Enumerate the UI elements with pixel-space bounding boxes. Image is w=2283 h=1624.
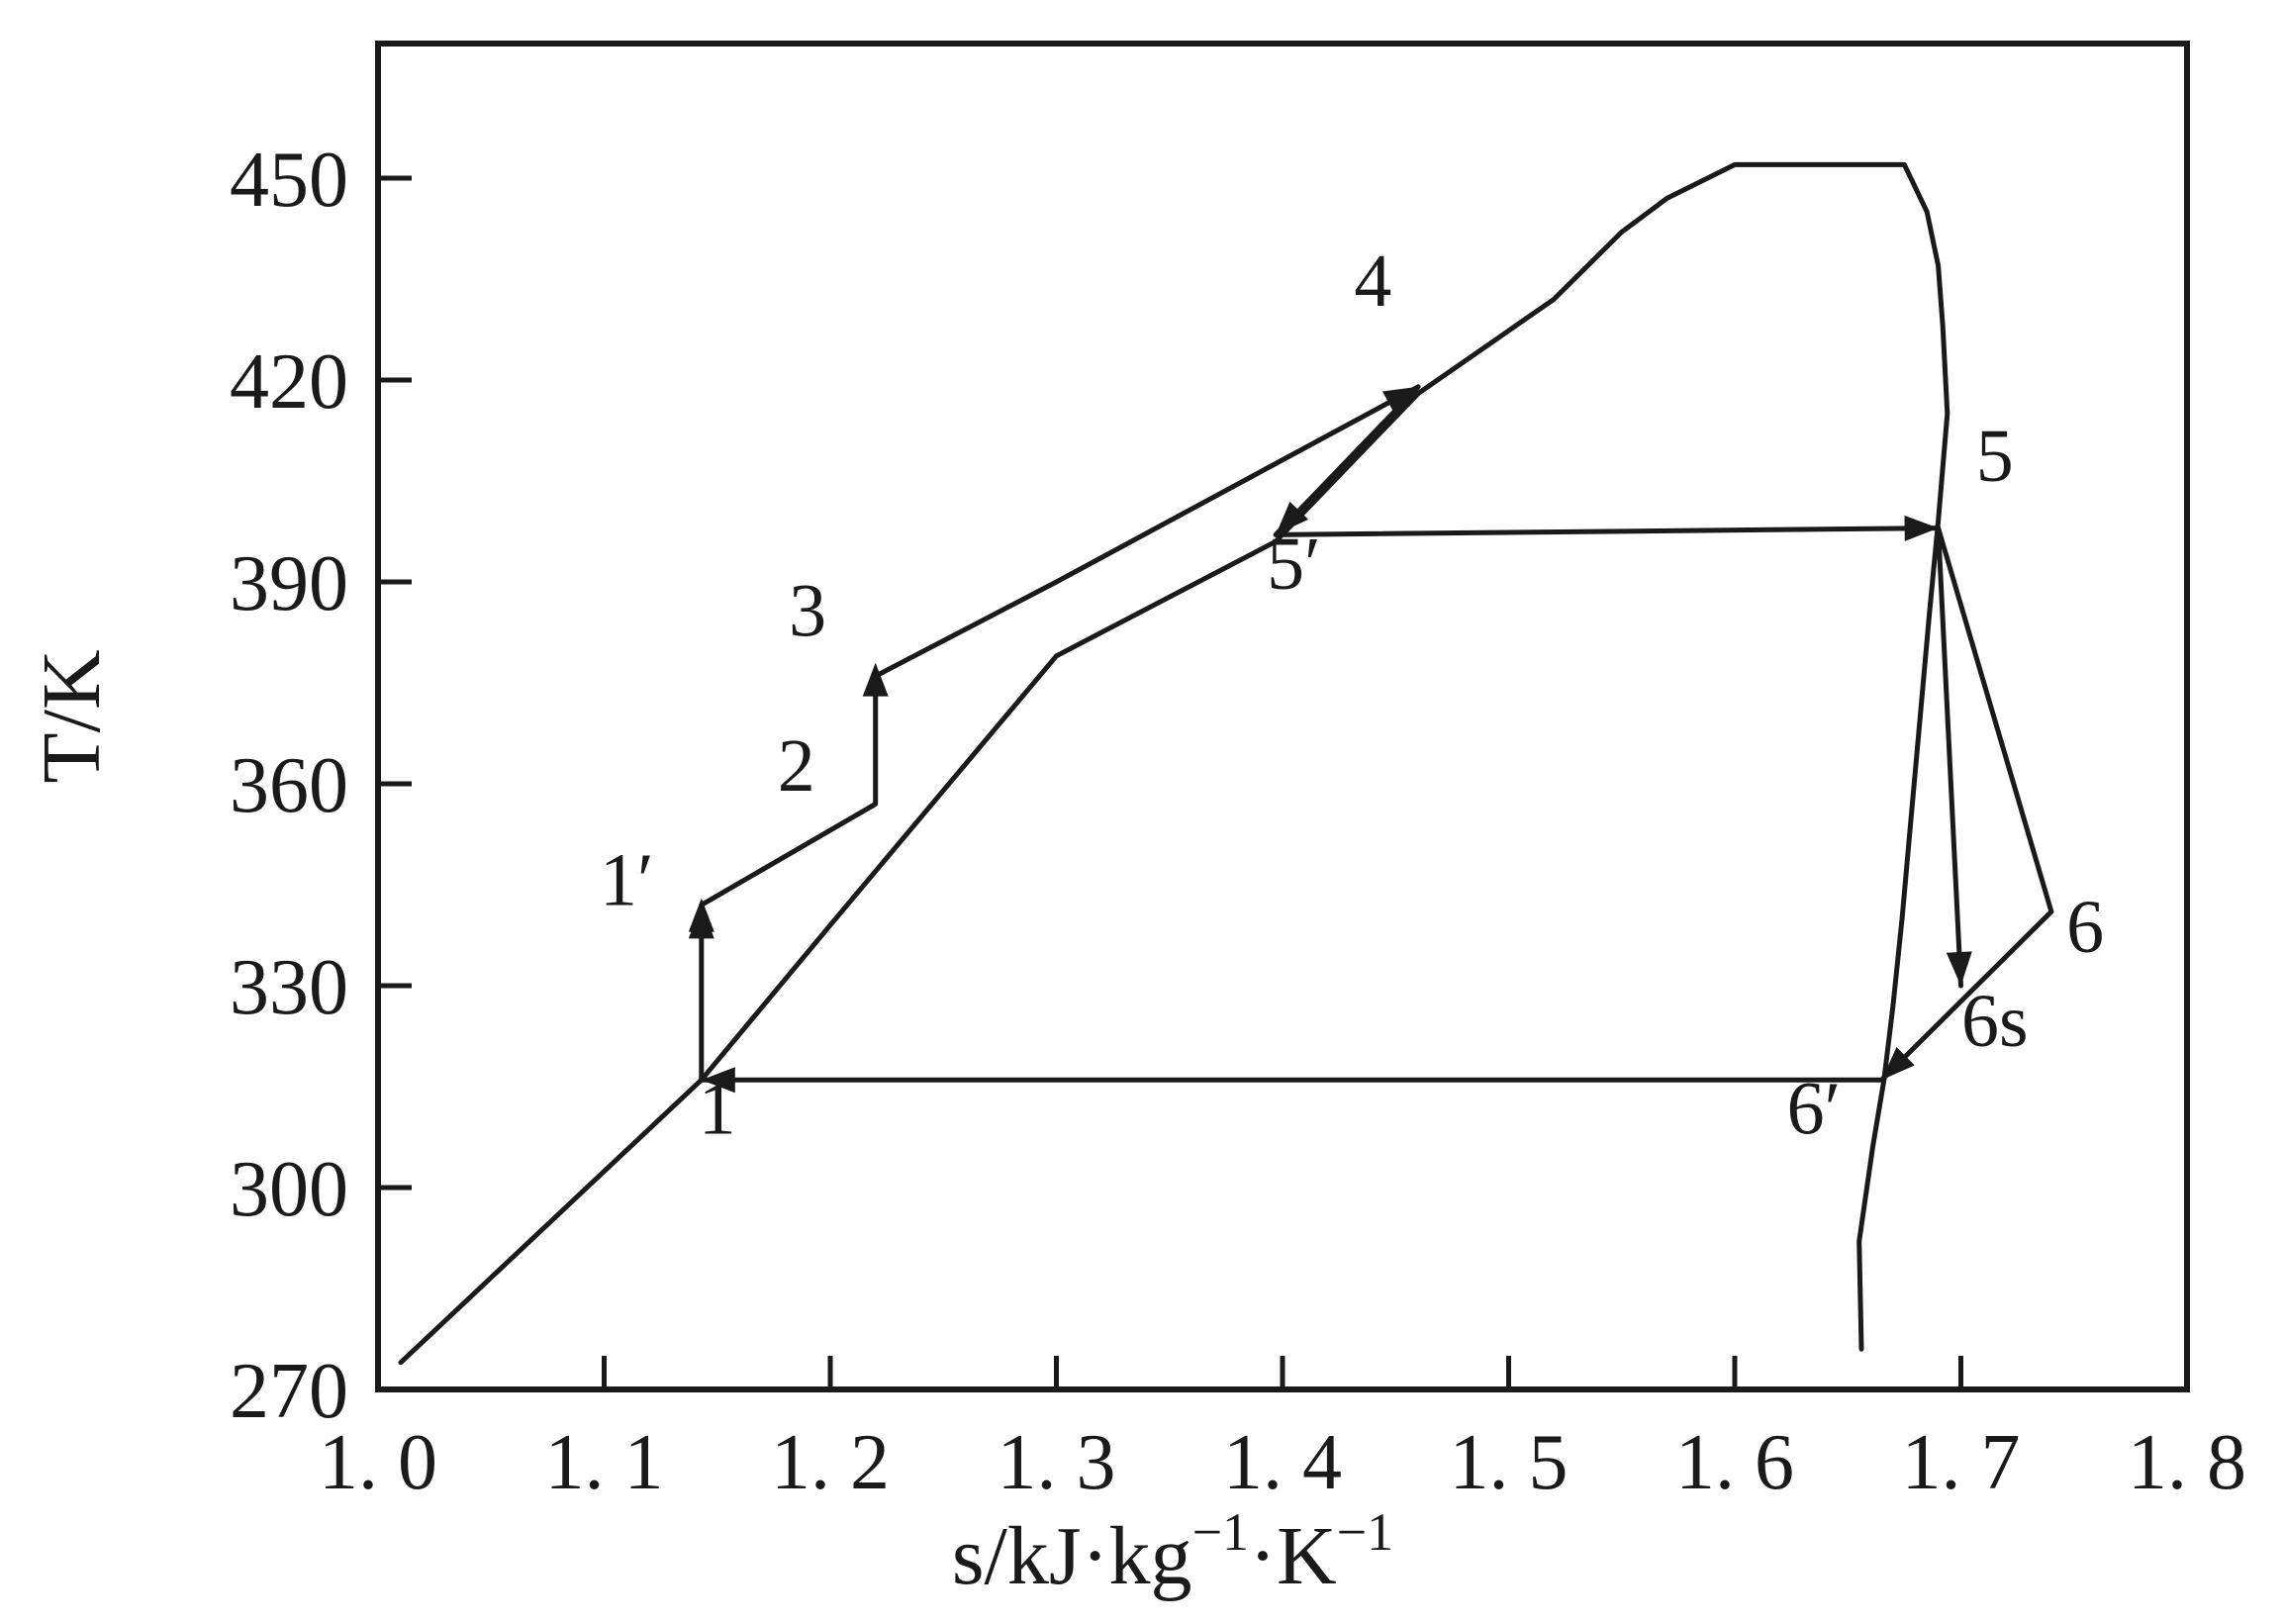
x-tick-label: 1. 5 — [1450, 1419, 1569, 1506]
y-tick-label: 300 — [230, 1146, 348, 1233]
x-axis-title-mid: ·K — [1249, 1510, 1337, 1602]
arrowhead — [688, 898, 714, 932]
cycle-line — [699, 384, 2054, 1083]
state-point-label: 5′ — [1267, 523, 1321, 606]
x-tick-label: 1. 2 — [771, 1419, 890, 1506]
state-point-label: 5 — [1976, 415, 2014, 498]
isentropic-expansion-line — [1936, 525, 1963, 989]
arrowhead — [1382, 386, 1419, 415]
x-tick-label: 1. 6 — [1675, 1419, 1794, 1506]
arrowhead — [1904, 515, 1939, 541]
x-axis-title-sup1: −1 — [1192, 1502, 1249, 1562]
y-tick-label: 450 — [230, 137, 348, 224]
arrowhead — [1276, 501, 1309, 535]
plot-frame — [375, 41, 2190, 1392]
y-axis-title: T/K — [26, 649, 118, 783]
y-tick-label: 270 — [230, 1348, 348, 1435]
annotation-layer: 1 1′ 2 3 4 5 5′ 6 6s 6′ — [600, 239, 2104, 1150]
x-tick-label: 1. 0 — [319, 1419, 437, 1506]
y-tick-label: 360 — [230, 742, 348, 829]
x-axis-title-sup2: −1 — [1337, 1502, 1393, 1562]
x-tick-label: 1. 3 — [998, 1419, 1116, 1506]
arrow-layer — [688, 386, 1972, 1094]
state-point-label: 2 — [778, 724, 815, 808]
y-tick-label: 330 — [230, 944, 348, 1031]
arrowhead — [1946, 951, 1972, 986]
state-point-label: 6′ — [1787, 1068, 1842, 1151]
x-tick-label: 1. 7 — [1902, 1419, 2021, 1506]
x-tick-label: 1. 8 — [2128, 1419, 2246, 1506]
x-axis-title: s/kJ·kg−1·K−1 — [952, 1502, 1393, 1602]
saturation-dome-line — [398, 161, 1950, 1366]
y-axis: 270 300 330 360 390 420 450 — [230, 137, 412, 1435]
arrowhead — [862, 662, 889, 697]
state-point-label: 6 — [2066, 886, 2104, 969]
state-point-label: 6s — [1961, 980, 2029, 1063]
arrowhead — [701, 1067, 735, 1094]
x-axis-title-main: s/kJ·kg — [952, 1510, 1192, 1602]
y-tick-label: 420 — [230, 338, 348, 426]
state-point-label: 4 — [1354, 239, 1391, 323]
series-layer — [398, 161, 2054, 1366]
x-tick-label: 1. 1 — [545, 1419, 664, 1506]
arrowhead — [1881, 1047, 1915, 1081]
state-point-label: 3 — [789, 569, 826, 652]
state-point-label: 1′ — [600, 838, 654, 921]
state-point-label: 1 — [699, 1068, 736, 1151]
y-tick-label: 390 — [230, 540, 348, 627]
x-axis: 1. 0 1. 1 1. 2 1. 3 1. 4 1. 5 1. 6 1. 7 1. 8 — [319, 1356, 2246, 1506]
x-tick-label: 1. 4 — [1223, 1419, 1342, 1506]
